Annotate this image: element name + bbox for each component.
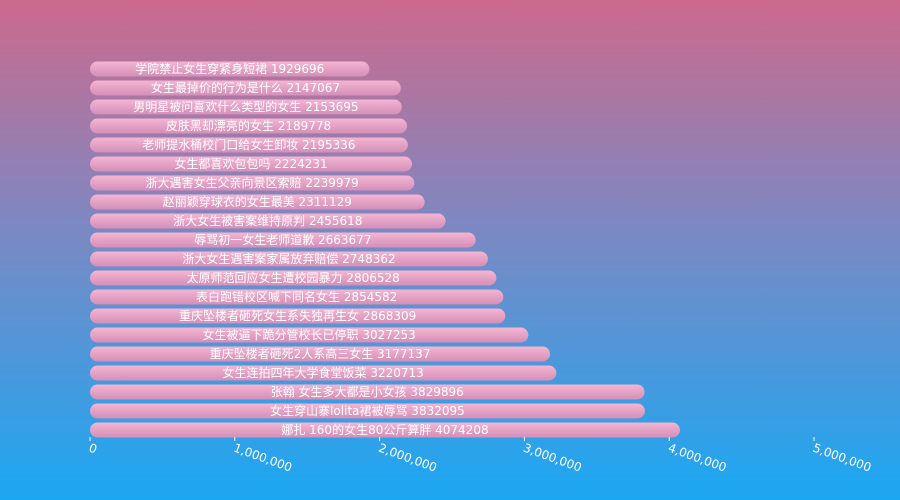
bar-label-2: 男明星被问喜欢什么类型的女生 2153695	[133, 99, 358, 114]
bar-14	[90, 327, 529, 343]
bars-group: 学院禁止女生穿紧身短裙 1929696 女生最掉价的行为是什么 2147067 男明…	[90, 61, 680, 438]
x-tick-label-4: 4,000,000	[666, 441, 728, 475]
x-tick-label-5: 5,000,000	[811, 441, 873, 475]
bar-12	[90, 289, 504, 305]
bar-11	[90, 270, 497, 286]
x-tick-label-2: 2,000,000	[377, 441, 439, 475]
bar-label-7: 赵丽颖穿球衣的女生最美 2311129	[163, 194, 352, 209]
bar-label-17: 张翰 女生多大都是小女孩 3829896	[271, 384, 464, 399]
bar-label-12: 表白跑错校区喊下同名女生 2854582	[196, 289, 397, 304]
x-tick-label-0: 0	[87, 441, 99, 457]
bar-3	[90, 118, 408, 134]
bar-label-8: 浙大女生被害案维持原判 2455618	[173, 213, 362, 228]
bar-label-16: 女生连拍四年大学食堂饭菜 3220713	[223, 365, 424, 380]
bar-15	[90, 346, 551, 362]
bar-6	[90, 175, 415, 191]
bar-label-6: 浙大遇害女生父亲向景区索赔 2239979	[146, 175, 359, 190]
bar-label-1: 女生最掉价的行为是什么 2147067	[151, 80, 340, 95]
bar-label-3: 皮肤黑却漂亮的女生 2189778	[166, 118, 331, 133]
bar-label-19: 娜扎 160的女生80公斤算胖 4074208	[281, 422, 488, 437]
bar-label-9: 辱骂初一女生老师道歉 2663677	[194, 232, 371, 247]
x-tick-label-1: 1,000,000	[232, 441, 294, 475]
x-tick-label-3: 3,000,000	[521, 441, 583, 475]
bar-17	[90, 384, 645, 400]
bar-2	[90, 99, 402, 115]
bar-label-11: 太原师范回应女生遭校园暴力 2806528	[187, 270, 400, 285]
bar-13	[90, 308, 506, 324]
bar-label-18: 女生穿山寨lolita裙被辱骂 3832095	[270, 403, 465, 418]
bar-9	[90, 232, 476, 248]
bar-label-0: 学院禁止女生穿紧身短裙 1929696	[135, 61, 324, 76]
bar-label-15: 重庆坠楼者砸死2人系高三女生 3177137	[210, 346, 431, 361]
bar-label-5: 女生都喜欢包包吗 2224231	[174, 156, 327, 171]
bar-18	[90, 403, 645, 419]
bar-0	[90, 61, 370, 77]
bar-label-13: 重庆坠楼者砸死女生系失独再生女 2868309	[179, 308, 416, 323]
x-axis: 0 1,000,000 2,000,000 3,000,000 4,000,000 5,0…	[87, 437, 873, 475]
bar-19	[90, 422, 680, 438]
bar-10	[90, 251, 488, 267]
bar-label-4: 老师提水桶校门口给女生卸妆 2195336	[142, 137, 355, 152]
bar-1	[90, 80, 401, 96]
bar-label-14: 女生被逼下跪分管校长已停职 3027253	[203, 327, 416, 342]
bar-4	[90, 137, 408, 153]
bar-5	[90, 156, 413, 172]
bar-16	[90, 365, 557, 381]
bar-7	[90, 194, 425, 210]
bar-8	[90, 213, 446, 229]
bar-label-10: 浙大女生遇害案家属放弃赔偿 2748362	[182, 251, 395, 266]
